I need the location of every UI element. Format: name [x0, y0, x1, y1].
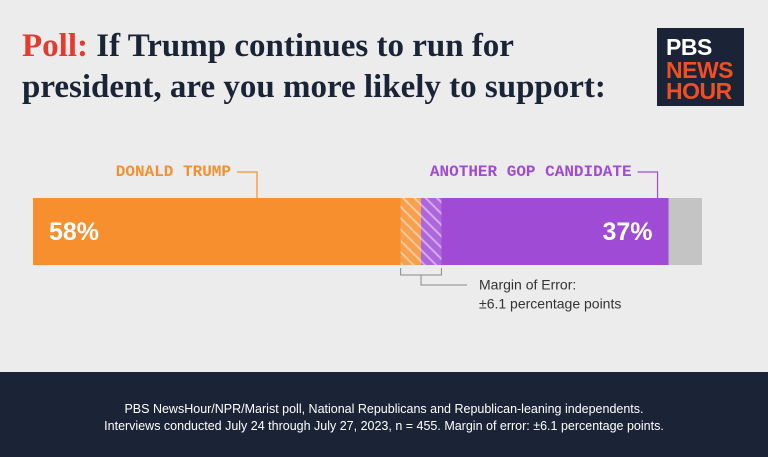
- footer-line: Interviews conducted July 24 through Jul…: [104, 419, 664, 433]
- bar-segment: [33, 198, 422, 265]
- leader-line: [637, 171, 659, 198]
- chart: 58% 37% DONALD TRUMP ANOTHER GOP CANDIDATE M…: [33, 163, 702, 312]
- footer: PBS NewsHour/NPR/Marist poll, National R…: [0, 372, 768, 457]
- bar-segment: [421, 198, 669, 265]
- annotation: ±6.1 percentage points: [479, 296, 621, 312]
- margin-of-error: [400, 198, 442, 265]
- legend-label: ANOTHER GOP CANDIDATE: [430, 163, 632, 181]
- title-lead: Poll:: [22, 28, 88, 64]
- logo: PBS NEWS HOUR: [657, 28, 744, 106]
- annotation: Margin of Error:: [479, 277, 576, 293]
- moe-leader: [420, 275, 468, 286]
- moe-bracket: [400, 268, 442, 276]
- legend-label: DONALD TRUMP: [116, 163, 231, 181]
- value-label: 58%: [49, 218, 99, 246]
- title-text: If Trump continues to run for president,…: [22, 28, 606, 105]
- logo-line: PBS: [666, 34, 712, 60]
- value-label: 37%: [603, 218, 653, 246]
- leader-line: [237, 171, 258, 198]
- footer-line: PBS NewsHour/NPR/Marist poll, National R…: [124, 402, 644, 416]
- logo-line: NEWS: [666, 57, 734, 83]
- chart-title: Poll: If Trump continues to run for pres…: [22, 26, 637, 108]
- logo-line: HOUR: [666, 78, 732, 104]
